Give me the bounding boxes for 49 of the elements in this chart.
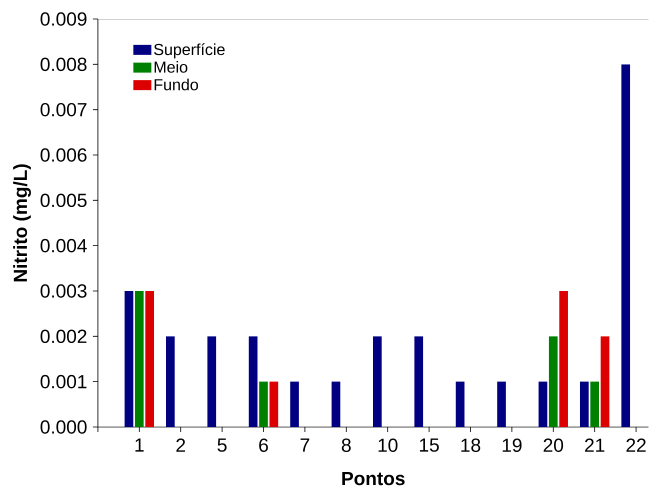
bar bbox=[600, 336, 610, 427]
bar bbox=[559, 290, 568, 427]
x-tick-label: 20 bbox=[544, 438, 564, 452]
bar bbox=[166, 336, 175, 427]
bar bbox=[590, 382, 600, 427]
x-tick-label: 22 bbox=[626, 438, 646, 452]
y-tick-label: 0.000 bbox=[40, 420, 87, 434]
bar bbox=[270, 382, 278, 427]
legend-label: Superfície bbox=[154, 43, 225, 58]
x-tick-label: 5 bbox=[218, 438, 227, 452]
bar bbox=[372, 336, 382, 427]
y-tick-label: 0.007 bbox=[40, 102, 86, 116]
y-tick-label: 0.006 bbox=[40, 148, 87, 162]
x-tick-label: 6 bbox=[259, 438, 268, 452]
bar bbox=[497, 382, 506, 427]
x-tick-label: 19 bbox=[502, 438, 522, 452]
x-tick-label: 7 bbox=[300, 438, 310, 452]
bar bbox=[248, 336, 258, 427]
x-axis-title: Pontos bbox=[342, 472, 405, 486]
x-tick-label: 8 bbox=[342, 438, 351, 452]
x-tick-label: 1 bbox=[135, 438, 144, 452]
y-axis-title: Nitrito (mg/L) bbox=[13, 164, 31, 282]
bar bbox=[621, 64, 630, 427]
bar bbox=[259, 382, 268, 427]
bar bbox=[414, 336, 424, 427]
bar bbox=[145, 290, 154, 427]
y-tick-label: 0.002 bbox=[40, 330, 86, 344]
legend-label: Fundo bbox=[154, 78, 198, 90]
y-tick-label: 0.005 bbox=[40, 194, 87, 208]
y-tick-label: 0.008 bbox=[40, 58, 87, 72]
y-tick-label: 0.001 bbox=[40, 374, 86, 388]
bar bbox=[538, 382, 548, 427]
bar bbox=[124, 290, 134, 427]
bar bbox=[332, 382, 340, 427]
bar bbox=[456, 382, 464, 427]
x-tick-label: 18 bbox=[461, 438, 480, 452]
x-tick-label: 21 bbox=[585, 438, 604, 452]
y-tick-label: 0.004 bbox=[40, 238, 87, 252]
bar bbox=[580, 382, 589, 427]
y-tick-label: 0.003 bbox=[40, 284, 87, 298]
bar bbox=[207, 336, 216, 427]
x-tick-label: 10 bbox=[378, 438, 398, 452]
bar bbox=[134, 290, 144, 427]
x-tick-label: 2 bbox=[176, 438, 186, 452]
x-tick-label: 15 bbox=[420, 438, 439, 452]
bar bbox=[548, 336, 558, 427]
legend-label: Meio bbox=[154, 61, 188, 73]
bar bbox=[290, 382, 299, 427]
y-tick-label: 0.009 bbox=[40, 12, 86, 26]
